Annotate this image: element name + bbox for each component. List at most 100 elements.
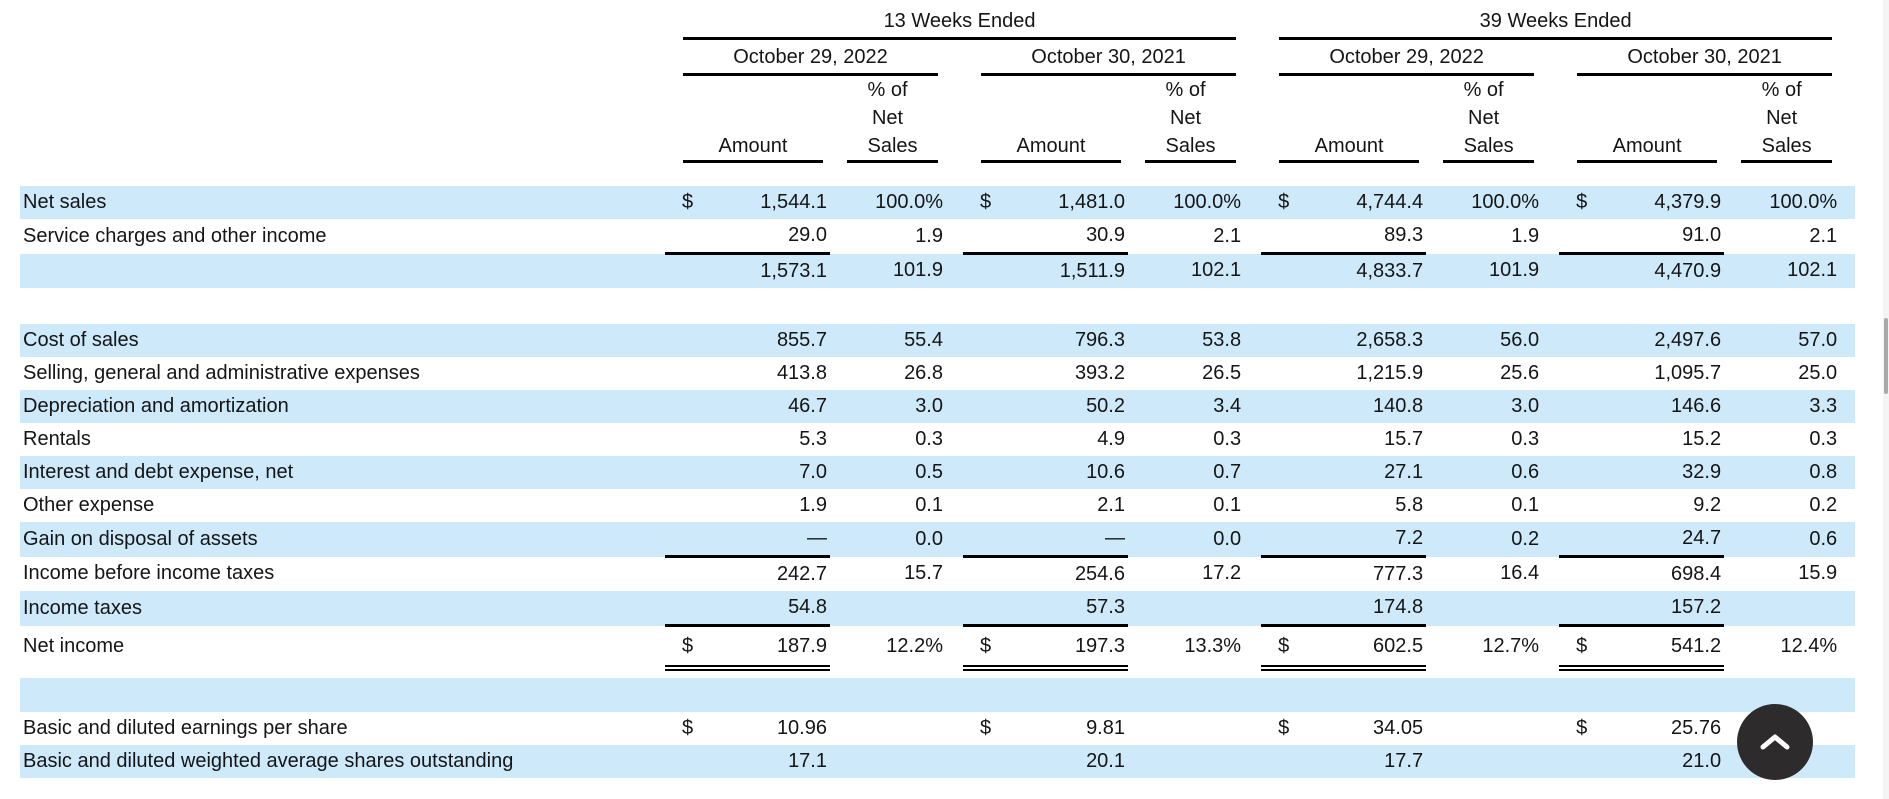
currency-cell: [1261, 219, 1304, 255]
percent-cell: [1426, 745, 1541, 778]
scrollbar-track[interactable]: [1883, 0, 1889, 799]
sales-label: Sales: [867, 135, 918, 157]
column-gap-cell: [1839, 357, 1855, 390]
amount-header: Amount: [1559, 132, 1724, 163]
table-body: Net sales $1,544.1 100.0% $1,481.0 100.0% $4,…: [20, 163, 1856, 778]
amount-cell: 7.0: [799, 461, 827, 483]
column-gap-cell: [945, 423, 963, 456]
column-gap-cell: [1541, 557, 1559, 592]
amount-cell: 187.9: [707, 625, 830, 671]
column-gap-cell: [1243, 390, 1261, 423]
currency-cell: [1261, 557, 1303, 592]
currency-cell: [963, 489, 1005, 522]
period-label: 13 Weeks Ended: [883, 10, 1036, 32]
column-gap-cell: [1243, 591, 1261, 626]
currency-cell: [963, 254, 1005, 289]
row-label: [20, 254, 665, 289]
scroll-to-top-button[interactable]: [1737, 704, 1813, 780]
percent-cell: 0.0: [915, 527, 943, 550]
date-header: October 29, 2022: [665, 40, 945, 76]
percent-cell: 100.0%: [1173, 191, 1242, 213]
net-header: Net: [1169, 106, 1202, 129]
amount-cell: 602.5: [1303, 625, 1427, 671]
amount-cell: 2.1: [1097, 494, 1125, 516]
date-label: October 30, 2021: [1031, 46, 1186, 68]
amount-header: Amount: [1261, 132, 1426, 163]
amount-cell: 796.3: [1074, 329, 1125, 351]
row-label: Basic and diluted earnings per share: [23, 717, 348, 739]
currency-cell: [665, 357, 707, 390]
amount-cell: 10.6: [1086, 461, 1125, 483]
scrollbar-thumb[interactable]: [1884, 318, 1888, 394]
column-gap-cell: [945, 522, 963, 557]
currency-cell: $: [682, 717, 694, 739]
amount-cell: 1,511.9: [1059, 260, 1125, 282]
column-gap-cell: [1243, 557, 1261, 592]
table-row: Selling, general and administrative expe…: [20, 357, 1855, 390]
date-header: October 30, 2021: [963, 40, 1243, 76]
amount-cell: 32.9: [1682, 461, 1722, 483]
column-gap-cell: [1541, 186, 1559, 219]
date-header: October 30, 2021: [1559, 40, 1839, 76]
percent-cell: 0.1: [1511, 494, 1540, 516]
currency-cell: [1261, 745, 1303, 778]
column-gap-cell: [945, 557, 963, 592]
currency-cell: [665, 745, 707, 778]
currency-cell: $: [980, 191, 992, 213]
sales-label: Sales: [1165, 135, 1216, 157]
row-label: Gain on disposal of assets: [23, 527, 258, 550]
column-gap-cell: [1243, 357, 1261, 390]
percent-cell: 55.4: [904, 329, 943, 351]
amount-cell: 4.9: [1097, 428, 1125, 450]
pct-of-header: % of: [1165, 78, 1206, 101]
spacer-row: [20, 163, 1855, 186]
table-row: Basic and diluted weighted average share…: [20, 745, 1856, 778]
row-label: Service charges and other income: [23, 224, 327, 247]
percent-cell: 25.0: [1798, 362, 1838, 384]
spacer-row: [20, 668, 1855, 678]
percent-cell: [830, 745, 945, 778]
income-statement-table: 13 Weeks Ended 39 Weeks Ended October 29…: [20, 0, 1856, 778]
currency-cell: [1559, 423, 1601, 456]
table-row: Net sales $1,544.1 100.0% $1,481.0 100.0% $4,…: [20, 186, 1856, 219]
table-row: Income before income taxes 242.7 15.7 254.6…: [20, 557, 1855, 592]
column-gap-cell: [1839, 489, 1855, 522]
percent-cell: 100.0%: [1769, 191, 1838, 213]
column-gap-cell: [1839, 626, 1855, 669]
percent-cell: 12.7%: [1482, 635, 1540, 658]
currency-cell: [963, 745, 1005, 778]
column-gap-cell: [1541, 219, 1559, 254]
amount-cell: 91.0: [1601, 219, 1725, 255]
currency-cell: [1261, 357, 1303, 390]
currency-cell: [963, 522, 1005, 558]
amount-cell: 2,497.6: [1654, 329, 1722, 351]
column-gap-cell: [945, 745, 963, 778]
currency-cell: $: [1261, 625, 1304, 671]
amount-cell: 4,470.9: [1654, 260, 1722, 282]
amount-cell: 50.2: [1086, 395, 1125, 417]
column-gap-cell: [1243, 186, 1261, 219]
currency-cell: [1559, 557, 1601, 592]
column-gap-cell: [1243, 254, 1261, 289]
percent-cell: [1426, 591, 1541, 626]
amount-cell: 20.1: [1086, 750, 1125, 772]
column-gap-cell: [1243, 522, 1261, 557]
amount-cell: 25.76: [1671, 717, 1722, 739]
chevron-up-icon: [1760, 734, 1790, 750]
column-gap-cell: [1839, 591, 1855, 626]
net-header: Net: [871, 106, 904, 129]
percent-cell: 0.3: [1213, 428, 1242, 450]
date-label: October 29, 2022: [733, 46, 888, 68]
percent-cell: 3.4: [1213, 395, 1242, 417]
currency-cell: $: [1576, 191, 1588, 213]
currency-cell: $: [963, 625, 1005, 671]
column-gap-cell: [1839, 745, 1855, 778]
spacer-cell: [20, 668, 1855, 678]
amount-cell: 54.8: [707, 591, 830, 627]
currency-cell: [665, 423, 707, 456]
percent-cell: 56.0: [1500, 329, 1540, 351]
column-gap-cell: [1839, 456, 1855, 489]
percent-cell: 101.9: [892, 259, 943, 282]
currency-cell: $: [980, 717, 992, 739]
amount-cell: 157.2: [1601, 591, 1725, 627]
